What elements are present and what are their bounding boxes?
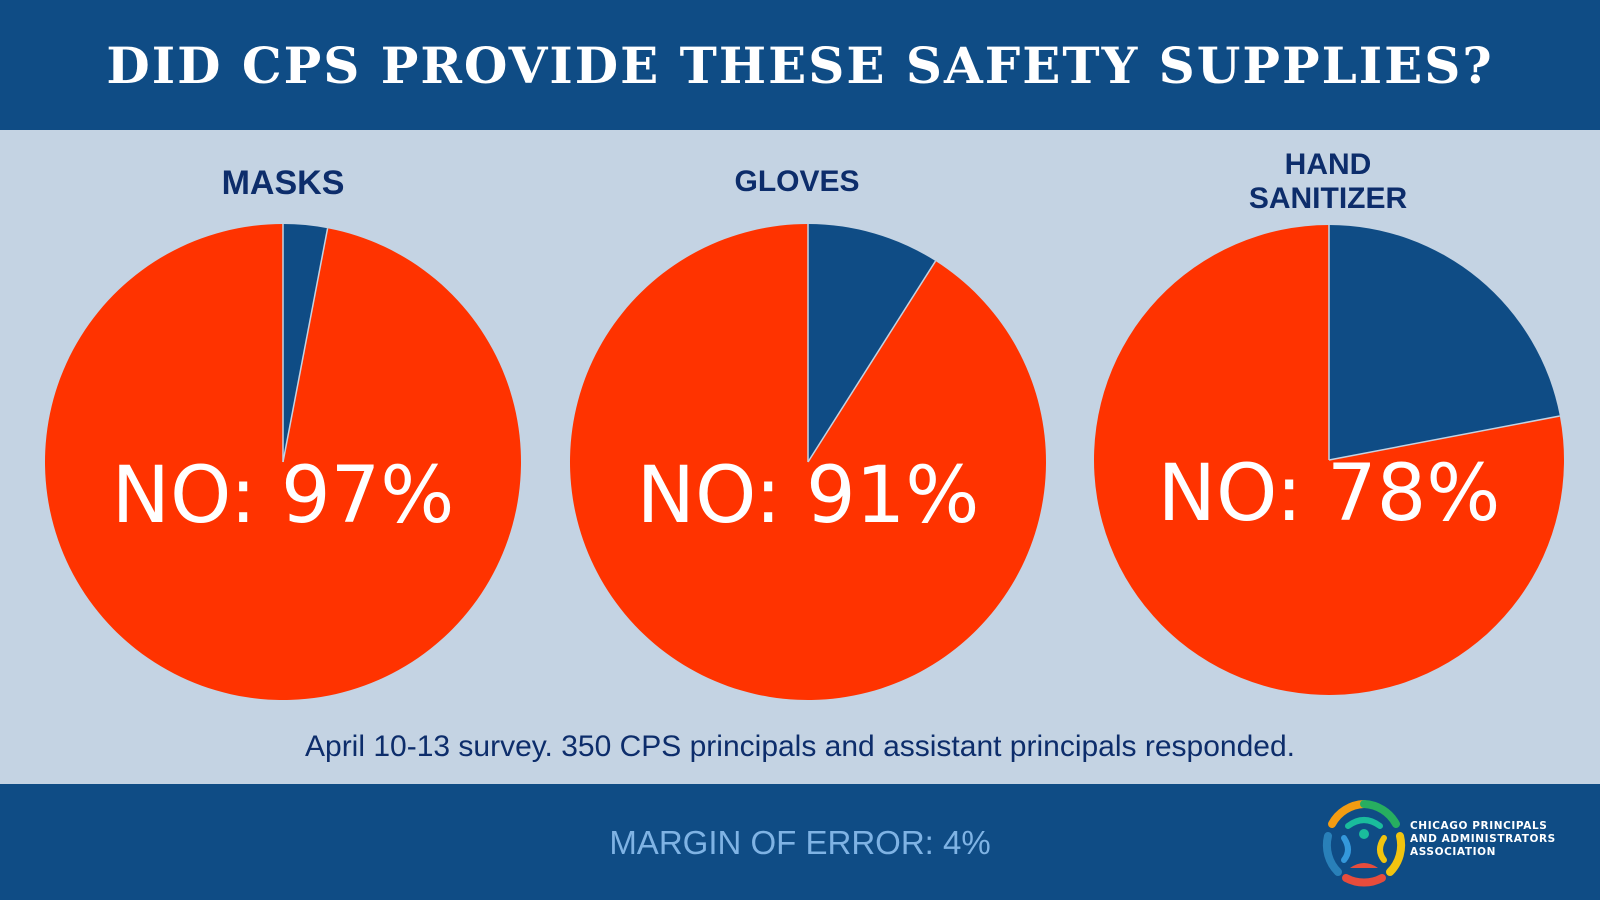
pie-data-label-masks: NO: 97%: [112, 451, 455, 541]
chart-title-masks: MASKS: [221, 164, 345, 202]
pie-divider-gloves-1: [807, 260, 937, 463]
header-banner: DID CPS PROVIDE THESE SAFETY SUPPLIES?: [0, 0, 1600, 130]
cpaa-logo-icon: [1322, 800, 1406, 887]
logo-line-3: ASSOCIATION: [1410, 846, 1497, 858]
pie-slice-yes-hand-sanitizer: [1329, 225, 1560, 460]
logo-line-2: AND ADMINISTRATORS: [1410, 833, 1556, 845]
pie-slice-no-masks: [44, 224, 521, 701]
chart-title-hand-sanitizer-line1: HAND: [1284, 148, 1372, 181]
footer-banner: MARGIN OF ERROR: 4% CHICAGO PRINCIPALS A…: [0, 784, 1600, 900]
pie-slice-yes-gloves: [808, 224, 936, 462]
logo-line-1: CHICAGO PRINCIPALS: [1410, 820, 1548, 832]
pie-divider-hand-sanitizer-1: [1328, 415, 1560, 461]
chart-title-hand-sanitizer-line2: SANITIZER: [1248, 182, 1408, 215]
pie-data-label-gloves: NO: 91%: [637, 451, 980, 541]
survey-note: April 10-13 survey. 350 CPS principals a…: [305, 730, 1295, 763]
pie-divider-masks-1: [282, 228, 329, 463]
page-title: DID CPS PROVIDE THESE SAFETY SUPPLIES?: [106, 35, 1494, 95]
pie-charts: NO: 97% NO: 91% NO: 78%: [44, 224, 1564, 701]
chart-title-gloves: GLOVES: [734, 165, 860, 198]
margin-of-error: MARGIN OF ERROR: 4%: [609, 824, 991, 861]
cpaa-logo-text: CHICAGO PRINCIPALS AND ADMINISTRATORS AS…: [1410, 820, 1590, 859]
cpaa-logo: CHICAGO PRINCIPALS AND ADMINISTRATORS AS…: [1312, 790, 1592, 894]
pie-data-label-hand-sanitizer: NO: 78%: [1158, 449, 1501, 539]
chart-title-hand-sanitizer: HAND SANITIZER: [1148, 148, 1508, 216]
